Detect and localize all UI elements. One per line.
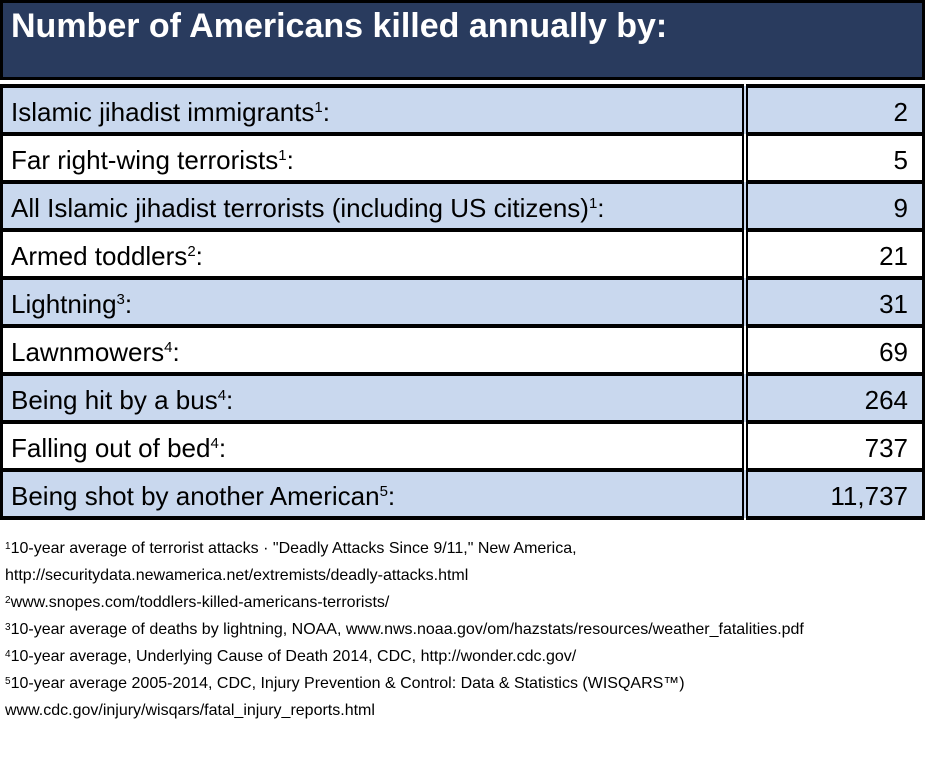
footnote-marker: 4 [5, 648, 11, 660]
footnote-ref: 2 [187, 242, 196, 260]
row-label: Falling out of bed4: [0, 420, 745, 472]
row-value: 9 [741, 180, 925, 232]
footnote-ref: 5 [379, 482, 388, 500]
table-row: Far right-wing terrorists1: 5 [0, 132, 925, 184]
row-label: Armed toddlers2: [0, 228, 745, 280]
row-value: 737 [741, 420, 925, 472]
footnote: 110-year average of terrorist attacks · … [5, 535, 917, 589]
row-value: 264 [741, 372, 925, 424]
row-value: 2 [741, 84, 925, 136]
row-label-text: Being hit by a bus [11, 385, 218, 416]
row-label-suffix: : [218, 433, 227, 464]
footnote-ref: 1 [588, 194, 598, 212]
footnote-line: www.snopes.com/toddlers-killed-americans… [10, 594, 390, 611]
stats-table-body: Islamic jihadist immigrants1: 2 Far right-… [0, 84, 925, 520]
row-label-text: Falling out of bed [11, 433, 211, 464]
row-label-text: Lightning [11, 289, 117, 320]
footnote: 310-year average of deaths by lightning,… [5, 616, 917, 643]
row-label-suffix: : [226, 385, 234, 416]
page-title: Number of Americans killed annually by: [11, 7, 668, 45]
row-label: Being hit by a bus4: [0, 372, 745, 424]
footnote-ref: 4 [164, 338, 173, 356]
row-label: Islamic jihadist immigrants1: [0, 84, 745, 136]
footnotes: 110-year average of terrorist attacks · … [0, 520, 925, 724]
table-row: Armed toddlers2: 21 [0, 228, 925, 280]
footnote-marker: 5 [5, 675, 11, 687]
footnote-line: 10-year average 2005-2014, CDC, Injury P… [10, 675, 685, 692]
footnote-ref: 4 [210, 434, 219, 452]
row-label: Lightning3: [0, 276, 745, 328]
footnote-marker: 1 [5, 540, 11, 552]
row-label-suffix: : [124, 289, 133, 320]
table-row: Lawnmowers4: 69 [0, 324, 925, 376]
footnote-ref: 4 [217, 386, 227, 404]
table-row: Islamic jihadist immigrants1: 2 [0, 84, 925, 136]
footnote-line: 10-year average of deaths by lightning, … [10, 621, 804, 638]
table-row: All Islamic jihadist terrorists (includi… [0, 180, 925, 232]
footnote-ref: 1 [278, 146, 287, 164]
row-label: Being shot by another American5: [0, 468, 745, 520]
table-row: Lightning3: 31 [0, 276, 925, 328]
row-label: Far right-wing terrorists1: [0, 132, 745, 184]
row-value: 5 [741, 132, 925, 184]
row-label-text: Armed toddlers [11, 241, 188, 272]
row-label-text: Being shot by another American [11, 481, 380, 512]
footnote-line: 10-year average of terrorist attacks · "… [10, 540, 577, 557]
footnote: 410-year average, Underlying Cause of De… [5, 643, 917, 670]
table-row: Falling out of bed4: 737 [0, 420, 925, 472]
footnote: 2www.snopes.com/toddlers-killed-american… [5, 589, 917, 616]
row-value: 31 [741, 276, 925, 328]
stats-table: Islamic jihadist immigrants1: 2 Far right-… [0, 84, 925, 520]
row-label: Lawnmowers4: [0, 324, 745, 376]
footnote-line: http://securitydata.newamerica.net/extre… [5, 567, 469, 584]
row-label-suffix: : [195, 241, 203, 272]
table-header: Number of Americans killed annually by: [0, 0, 925, 80]
footnote-line: www.cdc.gov/injury/wisqars/fatal_injury_… [5, 702, 375, 719]
footnote: 510-year average 2005-2014, CDC, Injury … [5, 670, 917, 724]
table-row: Being shot by another American5: 11,737 [0, 468, 925, 520]
footnote-marker: 3 [5, 621, 11, 633]
row-label-suffix: : [172, 337, 180, 368]
footnote-marker: 2 [5, 594, 11, 606]
footnote-ref: 1 [314, 98, 323, 116]
row-label-text: Far right-wing terrorists [11, 145, 279, 176]
footnote-ref: 3 [116, 290, 125, 308]
row-label-text: Lawnmowers [11, 337, 165, 368]
row-label-suffix: : [286, 145, 294, 176]
row-label-text: Islamic jihadist immigrants [11, 97, 315, 128]
table-row: Being hit by a bus4: 264 [0, 372, 925, 424]
row-value: 11,737 [741, 468, 925, 520]
row-label-suffix: : [322, 97, 330, 128]
row-label-suffix: : [387, 481, 396, 512]
footnote-line: 10-year average, Underlying Cause of Dea… [10, 648, 577, 665]
row-label: All Islamic jihadist terrorists (includi… [0, 180, 745, 232]
row-label-suffix: : [597, 193, 605, 224]
row-label-text: All Islamic jihadist terrorists (includi… [11, 193, 589, 224]
row-value: 69 [741, 324, 925, 376]
row-value: 21 [741, 228, 925, 280]
